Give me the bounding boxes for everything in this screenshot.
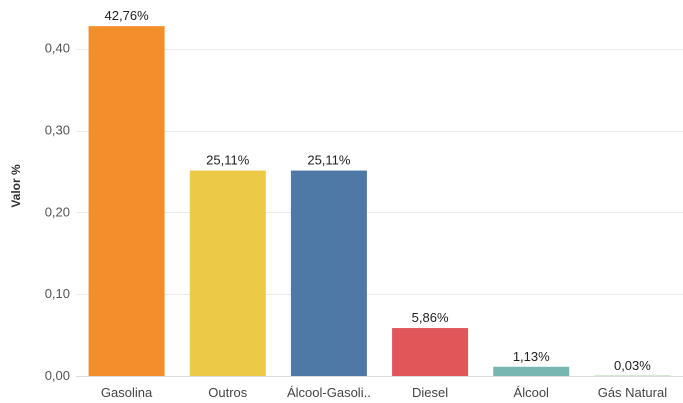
data-labels: 42,76% 25,11% 25,11% 5,86% 1,13% 0,03% bbox=[105, 8, 652, 373]
x-tick-label: Outros bbox=[208, 385, 248, 400]
x-axis: Gasolina Outros Álcool-Gasoli.. Diesel Álcoo… bbox=[101, 385, 667, 400]
x-tick-label: Álcool bbox=[514, 385, 550, 400]
x-tick-label: Diesel bbox=[412, 385, 448, 400]
y-tick-label: 0,40 bbox=[45, 41, 70, 56]
bar bbox=[189, 170, 266, 376]
y-tick-label: 0,20 bbox=[45, 204, 70, 219]
data-label: 1,13% bbox=[513, 349, 550, 364]
data-label: 25,11% bbox=[307, 153, 351, 168]
y-axis-title: Valor % bbox=[9, 164, 23, 208]
bars bbox=[88, 26, 671, 377]
data-label: 25,11% bbox=[206, 153, 250, 168]
x-tick-label: Gás Natural bbox=[598, 385, 667, 400]
y-tick-label: 0,10 bbox=[45, 286, 70, 301]
data-label: 5,86% bbox=[412, 310, 449, 325]
data-label: 42,76% bbox=[105, 8, 150, 23]
x-tick-label: Gasolina bbox=[101, 385, 153, 400]
bar bbox=[392, 328, 469, 376]
y-tick-label: 0,00 bbox=[45, 368, 70, 383]
bar bbox=[290, 170, 367, 376]
data-label: 0,03% bbox=[614, 358, 651, 373]
y-tick-label: 0,30 bbox=[45, 123, 70, 138]
bar bbox=[493, 366, 570, 376]
y-axis: 0,00 0,10 0,20 0,30 0,40 bbox=[45, 41, 70, 383]
gridlines bbox=[76, 49, 683, 295]
x-tick-label: Álcool-Gasoli.. bbox=[287, 385, 371, 400]
bar bbox=[88, 26, 165, 377]
